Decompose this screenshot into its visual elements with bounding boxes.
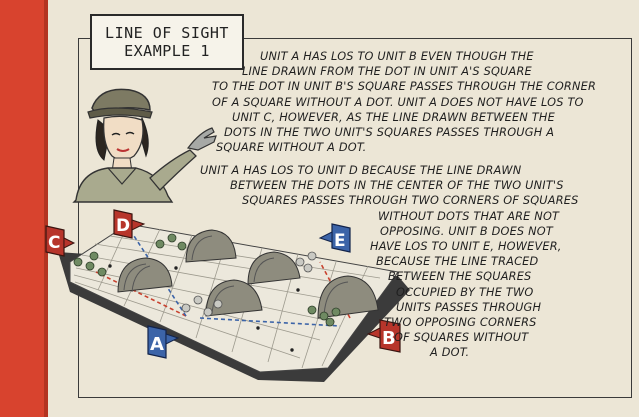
paragraph-los-units-a-b-c: UNIT A HAS LOS TO UNIT B EVEN THOUGH THE… xyxy=(212,49,622,155)
paragraph2-line: OPPOSING. UNIT B DOES NOT xyxy=(380,224,553,238)
paragraph2-line: BETWEEN THE DOTS IN THE CENTER OF THE TW… xyxy=(230,179,564,193)
paragraph-los-units-a-d-b-e: UNIT A HAS LOS TO UNIT D BECAUSE THE LIN… xyxy=(200,163,625,361)
paragraph2-line: TWO OPPOSING CORNERS xyxy=(384,316,537,330)
grey-soldier-miniatures xyxy=(181,251,317,317)
quonset-hut-1 xyxy=(117,257,173,293)
paragraph1-line: LINE DRAWN FROM THE DOT IN UNIT A'S SQUA… xyxy=(242,65,532,79)
green-soldier-miniatures xyxy=(73,233,341,327)
paragraph2-line: UNITS PASSES THROUGH xyxy=(396,300,542,314)
paragraph2-line: WITHOUT DOTS THAT ARE NOT xyxy=(378,209,560,223)
red-side-bar xyxy=(0,0,48,417)
unit-flag-e-label: E xyxy=(334,231,346,251)
unit-flag-b-label: B xyxy=(382,328,396,349)
unit-flag-a-label: A xyxy=(150,334,164,355)
quonset-hut-2 xyxy=(185,229,237,263)
unit-flag-e: E xyxy=(318,223,351,253)
title-box: LINE OF SIGHT EXAMPLE 1 xyxy=(90,14,244,70)
content-frame xyxy=(78,38,632,398)
unit-flag-a: A xyxy=(147,325,180,359)
title-line-1: LINE OF SIGHT xyxy=(105,24,229,42)
paragraph2-line: SQUARES PASSES THROUGH TWO CORNERS OF SQ… xyxy=(242,194,579,208)
paragraph1-line: UNIT A HAS LOS TO UNIT B EVEN THOUGH THE xyxy=(260,50,534,63)
unit-flag-c: C xyxy=(45,225,76,257)
unit-flag-b: B xyxy=(366,319,401,353)
paragraph1-line: DOTS IN THE TWO UNIT'S SQUARES PASSES TH… xyxy=(224,126,555,140)
paragraph1-line: SQUARE WITHOUT A DOT. xyxy=(216,141,367,155)
paragraph2-line: HAVE LOS TO UNIT E, HOWEVER, xyxy=(370,240,562,254)
paragraph2-line: A DOT. xyxy=(430,346,470,360)
paragraph1-line: OF A SQUARE WITHOUT A DOT. UNIT A DOES N… xyxy=(212,95,584,109)
paragraph2-line: OF SQUARES WITHOUT xyxy=(394,331,529,345)
unit-flag-d-label: D xyxy=(116,216,130,236)
paragraph2-line: UNIT A HAS LOS TO UNIT D BECAUSE THE LIN… xyxy=(200,164,522,177)
paragraph2-line: BETWEEN THE SQUARES xyxy=(388,270,532,284)
quonset-hut-5 xyxy=(317,275,379,319)
paragraph1-line: TO THE DOT IN UNIT B'S SQUARE PASSES THR… xyxy=(212,80,597,94)
paragraph2-line: OCCUPIED BY THE TWO xyxy=(396,285,534,299)
paragraph2-line: BECAUSE THE LINE TRACED xyxy=(376,255,539,269)
paragraph1-line: UNIT C, HOWEVER, AS THE LINE DRAWN BETWE… xyxy=(232,110,555,124)
quonset-hut-4 xyxy=(247,251,301,285)
pointing-woman-illustration xyxy=(72,88,217,203)
title-line-2: EXAMPLE 1 xyxy=(124,42,210,60)
unit-flag-d: D xyxy=(113,209,146,239)
unit-flag-c-label: C xyxy=(48,233,60,253)
